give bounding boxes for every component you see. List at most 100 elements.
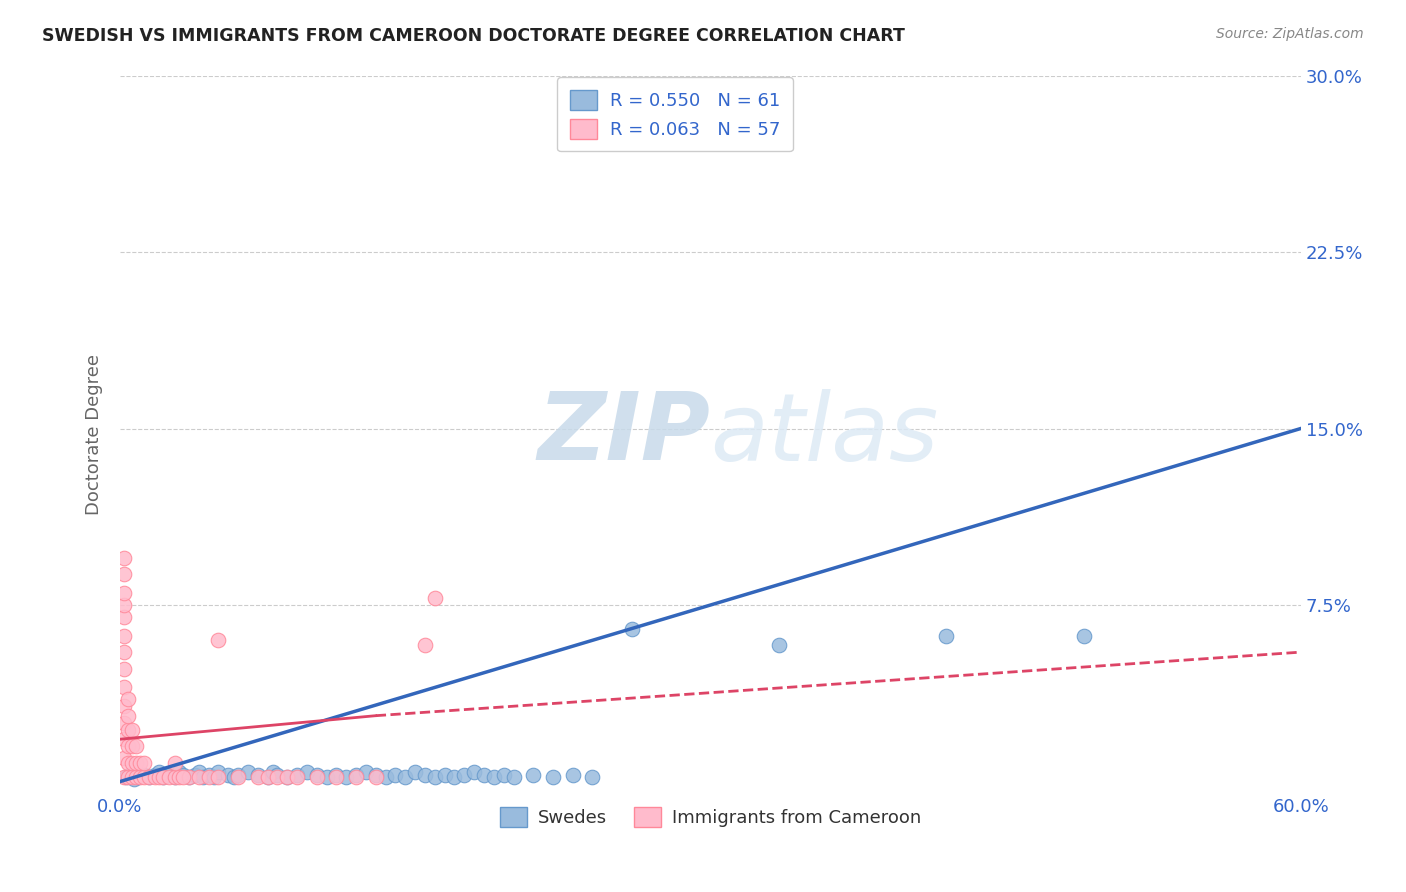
Point [187,765,209,780]
Point [132,756,155,770]
Point [305,770,328,784]
Point [354,765,377,780]
Text: SWEDISH VS IMMIGRANTS FROM CAMEROON DOCTORATE DEGREE CORRELATION CHART: SWEDISH VS IMMIGRANTS FROM CAMEROON DOCT… [42,27,905,45]
Point [335,770,357,784]
Point [112,732,135,747]
Point [204,770,226,784]
Point [394,770,416,784]
Point [112,586,135,600]
Point [148,770,170,784]
Point [413,767,436,781]
Point [172,770,194,784]
Point [285,770,308,784]
Point [117,770,139,784]
Point [112,662,135,676]
Point [423,770,446,784]
Point [207,770,229,784]
Point [768,638,790,652]
Text: Source: ZipAtlas.com: Source: ZipAtlas.com [1216,27,1364,41]
Point [207,765,229,780]
Point [620,622,643,636]
Point [121,756,143,770]
Point [157,770,180,784]
Point [344,767,367,781]
Point [165,770,187,784]
Y-axis label: Doctorate Degree: Doctorate Degree [86,354,103,515]
Point [262,765,284,780]
Point [207,633,229,648]
Point [112,715,135,730]
Point [118,767,141,781]
Point [197,767,219,781]
Point [177,770,200,784]
Point [482,770,505,784]
Point [413,638,436,652]
Point [117,756,139,770]
Text: atlas: atlas [710,389,939,480]
Point [177,770,200,784]
Point [1073,629,1095,643]
Point [276,770,298,784]
Point [121,723,143,737]
Point [404,765,426,780]
Point [325,767,347,781]
Point [152,770,174,784]
Point [165,770,187,784]
Point [374,770,396,784]
Point [121,739,143,754]
Point [138,770,160,784]
Point [148,765,170,780]
Point [132,770,155,784]
Point [502,770,524,784]
Point [112,551,135,566]
Point [121,770,143,784]
Point [246,770,269,784]
Point [226,770,249,784]
Point [112,598,135,612]
Point [112,567,135,582]
Point [276,770,298,784]
Point [138,770,160,784]
Point [187,770,209,784]
Point [127,770,149,784]
Point [112,751,135,765]
Point [128,770,150,784]
Point [128,756,150,770]
Point [115,770,138,784]
Point [581,770,603,784]
Point [125,756,148,770]
Legend: Swedes, Immigrants from Cameroon: Swedes, Immigrants from Cameroon [492,800,928,835]
Point [167,765,190,780]
Point [117,692,139,706]
Point [172,767,194,781]
Point [112,681,135,695]
Point [152,770,174,784]
Point [561,767,583,781]
Point [157,767,180,781]
Point [295,765,318,780]
Point [315,770,337,784]
Point [472,767,495,781]
Point [364,767,387,781]
Point [122,772,145,787]
Point [184,767,207,781]
Point [125,739,148,754]
Point [285,767,308,781]
Point [132,767,155,781]
Point [217,767,239,781]
Point [541,770,564,784]
Point [191,770,214,784]
Point [236,765,259,780]
Point [112,629,135,643]
Point [443,770,465,784]
Text: ZIP: ZIP [537,388,710,481]
Point [256,770,278,784]
Point [226,767,249,781]
Point [384,767,406,781]
Point [256,770,278,784]
Point [197,770,219,784]
Point [145,767,167,781]
Point [364,770,387,784]
Point [117,723,139,737]
Point [125,770,148,784]
